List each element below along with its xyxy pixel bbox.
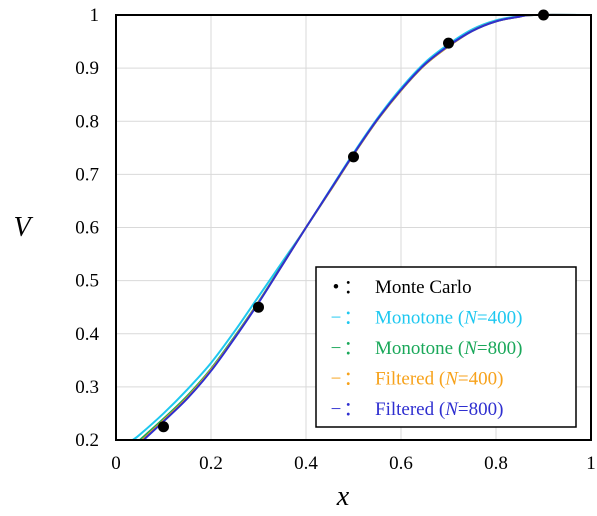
data-point xyxy=(348,151,359,163)
y-tick-label: 0.6 xyxy=(75,218,99,239)
plot-frame xyxy=(115,14,592,441)
y-tick-label: 0.7 xyxy=(75,164,99,185)
legend-label: Monotone (N=400) xyxy=(375,308,522,329)
x-tick-labels: 0 0.2 0.4 0.6 0.8 1 xyxy=(111,453,596,474)
data-point xyxy=(253,301,264,313)
legend-label: Filtered (N=400) xyxy=(375,369,503,390)
legend-separator: ： xyxy=(343,277,362,298)
y-tick-label: 0.2 xyxy=(75,430,99,451)
points-layer xyxy=(158,9,549,433)
legend-marker: − xyxy=(331,338,342,359)
y-axis-title: V xyxy=(13,212,33,243)
legend: •： Monte Carlo−： Monotone (N=400)−： Monoton… xyxy=(315,266,577,428)
legend-box xyxy=(315,266,577,428)
y-tick-label: 0.4 xyxy=(75,324,99,345)
legend-separator: ： xyxy=(343,369,362,390)
x-tick-label: 0.4 xyxy=(294,453,318,474)
legend-marker: • xyxy=(333,277,340,298)
legend-label: Monte Carlo xyxy=(375,277,472,298)
legend-separator: ： xyxy=(343,338,362,359)
y-tick-label: 0.3 xyxy=(75,377,99,398)
legend-label: Filtered (N=800) xyxy=(375,399,503,420)
y-tick-label: 0.9 xyxy=(75,58,99,79)
x-tick-label: 0 xyxy=(111,453,121,474)
y-tick-label: 0.8 xyxy=(75,111,99,132)
data-point xyxy=(158,421,169,433)
legend-marker: − xyxy=(331,369,342,390)
y-tick-label: 1 xyxy=(90,5,100,26)
y-tick-label: 0.5 xyxy=(75,271,99,292)
x-tick-label: 1 xyxy=(586,453,596,474)
legend-marker: − xyxy=(331,399,342,420)
x-tick-label: 0.6 xyxy=(389,453,413,474)
legend-marker: − xyxy=(331,308,342,329)
legend-separator: ： xyxy=(343,308,362,329)
legend-separator: ： xyxy=(343,399,362,420)
legend-label: Monotone (N=800) xyxy=(375,338,522,359)
x-tick-label: 0.2 xyxy=(199,453,223,474)
x-tick-label: 0.8 xyxy=(484,453,508,474)
y-tick-labels: 0.2 0.3 0.4 0.5 0.6 0.7 0.8 0.9 1 xyxy=(75,5,99,451)
data-point xyxy=(443,37,454,49)
x-axis-title: x xyxy=(336,481,350,512)
